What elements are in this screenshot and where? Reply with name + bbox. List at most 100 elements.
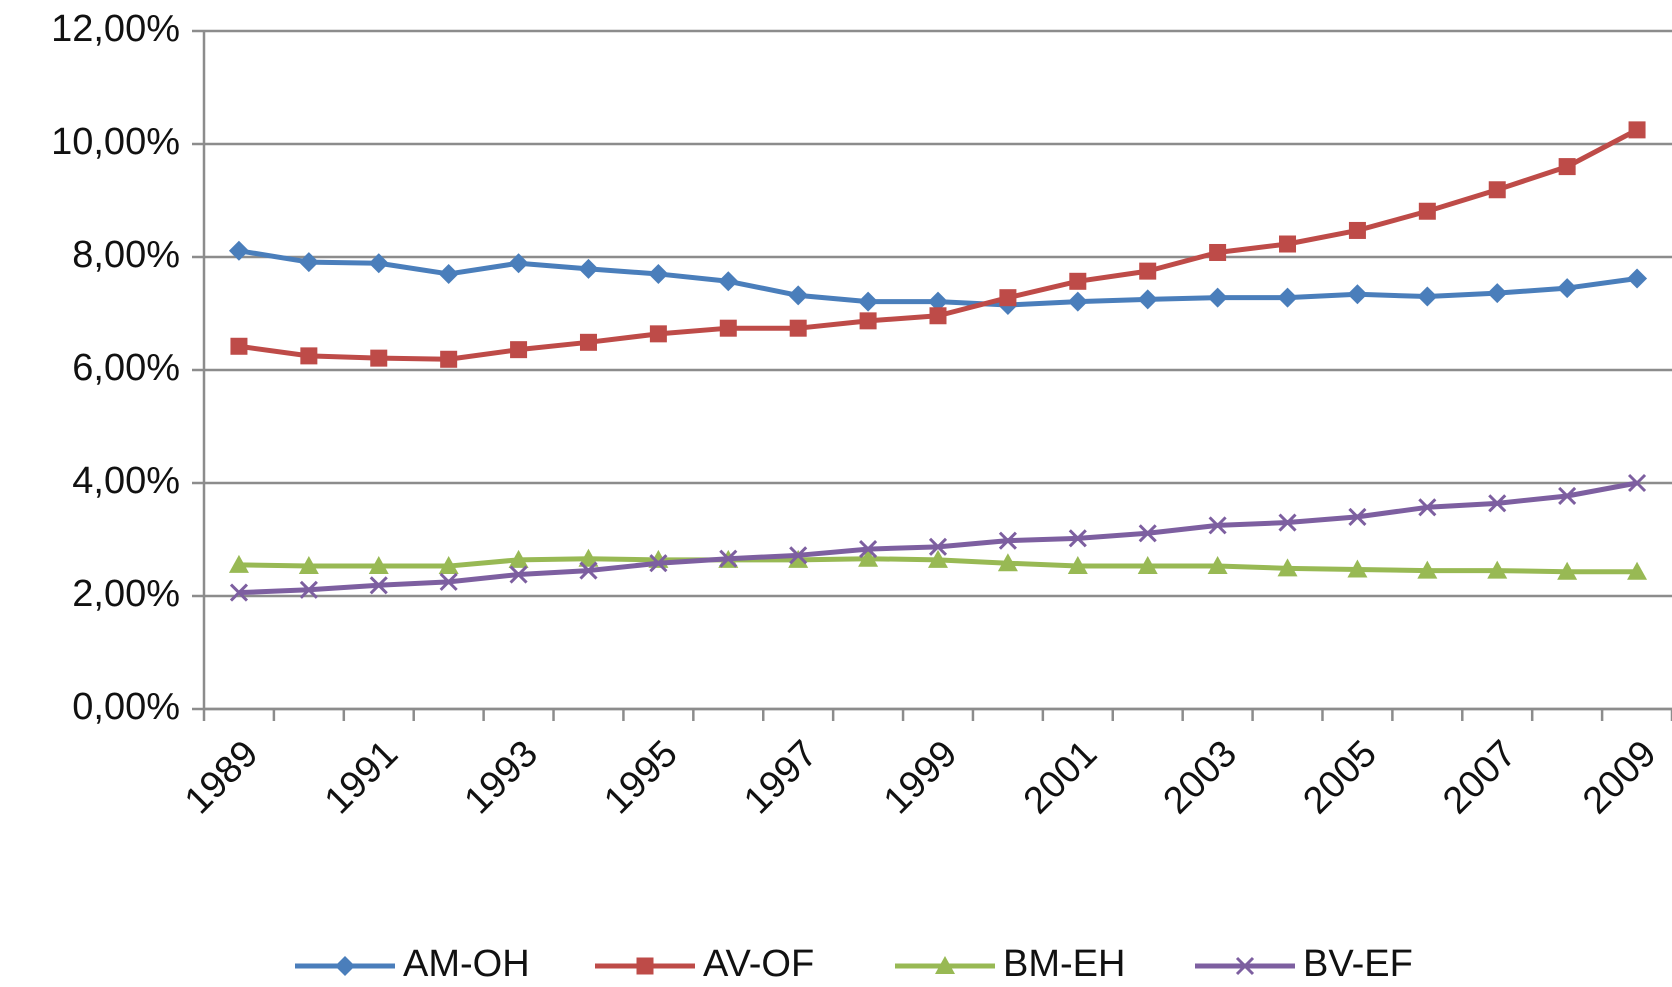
- data-point: [789, 319, 807, 337]
- data-point: [508, 253, 529, 274]
- x-tick-label: 2007: [1435, 733, 1524, 822]
- data-point: [858, 548, 879, 567]
- data-point: [1207, 287, 1228, 308]
- y-tick-label: 6,00%: [72, 347, 180, 389]
- data-point: [929, 307, 947, 325]
- data-point: [368, 556, 389, 575]
- data-point: [997, 553, 1018, 572]
- data-point: [1488, 494, 1507, 513]
- data-point: [1137, 556, 1158, 575]
- data-point: [1069, 272, 1087, 290]
- data-point: [1557, 278, 1578, 299]
- data-point: [1487, 283, 1508, 304]
- data-point: [438, 263, 459, 284]
- y-tick-label: 8,00%: [72, 234, 180, 276]
- data-point: [928, 537, 948, 556]
- data-point: [369, 576, 388, 595]
- data-point: [299, 580, 318, 599]
- x-tick-label: 1997: [736, 733, 825, 822]
- y-tick-label: 2,00%: [72, 573, 180, 615]
- data-point: [859, 540, 878, 559]
- data-point: [298, 556, 319, 575]
- data-point: [859, 312, 877, 330]
- y-tick-label: 4,00%: [72, 460, 180, 502]
- data-point: [228, 240, 249, 261]
- data-point: [1139, 262, 1157, 280]
- x-tick-label: 2003: [1156, 733, 1245, 822]
- data-point: [578, 258, 599, 279]
- legend-marker: [1235, 956, 1255, 976]
- legend-marker: [935, 956, 955, 974]
- data-point: [998, 531, 1017, 550]
- x-tick-label: 1991: [317, 733, 406, 822]
- series-line: [238, 127, 1639, 362]
- data-point: [1558, 486, 1577, 506]
- data-point: [1627, 473, 1647, 493]
- data-point: [1209, 243, 1227, 261]
- data-point: [858, 291, 879, 312]
- data-point: [300, 347, 318, 365]
- legend-marker: [335, 956, 355, 976]
- data-point: [1557, 561, 1578, 580]
- data-point: [1137, 289, 1158, 310]
- x-tick-label: 2001: [1016, 733, 1105, 822]
- data-point: [440, 350, 458, 368]
- data-point: [228, 554, 249, 573]
- legend-marker: [636, 957, 654, 975]
- y-tick-label: 0,00%: [72, 686, 180, 728]
- data-point: [718, 271, 739, 292]
- data-point: [1347, 559, 1368, 578]
- data-point: [789, 546, 808, 565]
- data-point: [1348, 221, 1366, 239]
- legend-label: AV-OF: [703, 943, 814, 985]
- data-point: [1279, 235, 1297, 253]
- data-point: [1208, 516, 1227, 535]
- data-point: [1488, 181, 1506, 199]
- data-point: [510, 341, 528, 359]
- data-point: [438, 556, 459, 575]
- data-point: [648, 263, 669, 284]
- data-point: [370, 349, 388, 367]
- data-point: [1348, 507, 1367, 526]
- data-point: [1487, 560, 1508, 579]
- x-tick-label: 1995: [596, 733, 685, 822]
- data-point: [1417, 560, 1438, 579]
- data-point: [1138, 524, 1157, 543]
- data-point: [719, 319, 737, 337]
- data-point: [579, 333, 597, 351]
- data-point: [1207, 556, 1228, 575]
- legend-label: BM-EH: [1003, 943, 1125, 985]
- data-point: [1418, 498, 1437, 517]
- data-point: [1277, 558, 1298, 577]
- y-tick-label: 10,00%: [51, 121, 180, 163]
- data-point: [579, 561, 598, 580]
- data-point: [578, 548, 599, 567]
- data-point: [230, 337, 248, 355]
- data-point: [509, 565, 528, 584]
- data-point: [1627, 268, 1648, 289]
- data-point: [1068, 529, 1087, 548]
- data-point: [1418, 202, 1436, 220]
- data-point: [1417, 286, 1438, 307]
- data-point: [999, 289, 1017, 307]
- y-tick-label: 12,00%: [51, 8, 180, 50]
- x-tick-label: 2009: [1575, 733, 1664, 822]
- data-point: [229, 583, 249, 602]
- legend-label: AM-OH: [403, 943, 530, 985]
- data-point: [788, 285, 809, 306]
- data-point: [788, 549, 809, 568]
- data-point: [1067, 556, 1088, 575]
- data-point: [298, 252, 319, 273]
- data-point: [368, 253, 389, 274]
- data-point: [1628, 121, 1646, 139]
- data-point: [928, 291, 948, 312]
- data-point: [1278, 513, 1297, 532]
- legend-label: BV-EF: [1303, 943, 1413, 985]
- x-tick-label: 1993: [457, 733, 546, 822]
- data-point: [1347, 284, 1368, 305]
- x-tick-label: 2005: [1295, 733, 1384, 822]
- data-point: [1067, 291, 1088, 312]
- data-point: [1277, 287, 1298, 308]
- data-point: [1627, 561, 1648, 580]
